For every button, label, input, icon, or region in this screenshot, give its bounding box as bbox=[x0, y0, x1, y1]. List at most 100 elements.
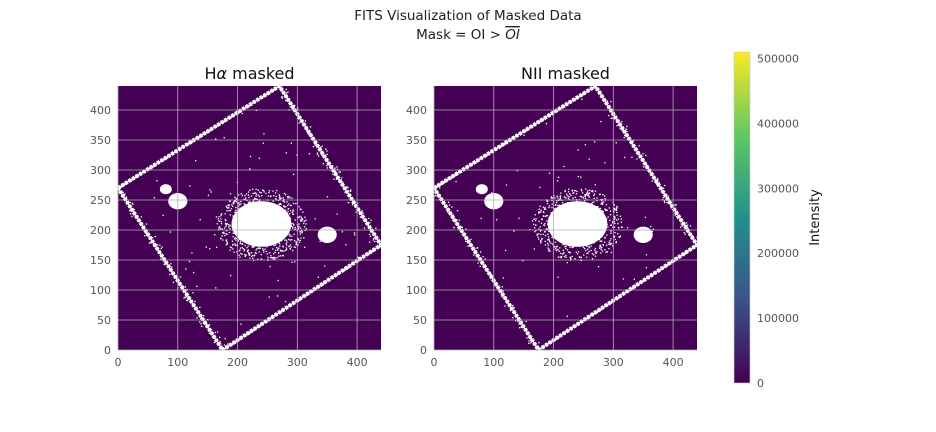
mask-speckle bbox=[670, 207, 672, 209]
mask-speckle bbox=[257, 208, 259, 211]
x-tick-label: 300 bbox=[287, 356, 308, 369]
mask-speckle bbox=[563, 165, 565, 168]
mask-speckle bbox=[594, 209, 596, 211]
mask-speckle bbox=[584, 235, 586, 237]
mask-speckle bbox=[492, 151, 494, 153]
mask-speckle bbox=[258, 247, 260, 249]
mask-speckle bbox=[263, 203, 265, 206]
mask-speckle bbox=[557, 248, 559, 251]
mask-speckle bbox=[223, 231, 225, 233]
mask-speckle bbox=[280, 203, 282, 206]
mask-speckle bbox=[305, 219, 307, 221]
mask-speckle bbox=[535, 218, 537, 220]
mask-speckle bbox=[237, 203, 239, 205]
mask-speckle bbox=[279, 198, 281, 200]
mask-speckle bbox=[542, 206, 544, 208]
mask-speckle bbox=[458, 219, 460, 221]
mask-speckle bbox=[588, 246, 590, 248]
mask-speckle bbox=[298, 241, 301, 243]
mask-speckle bbox=[583, 219, 585, 221]
mask-speckle bbox=[288, 238, 290, 241]
mask-speckle bbox=[292, 202, 295, 205]
mask-speckle bbox=[515, 319, 517, 322]
mask-speckle bbox=[549, 223, 551, 226]
mask-speckle bbox=[586, 248, 589, 250]
mask-speckle bbox=[546, 220, 548, 222]
mask-speckle bbox=[230, 116, 232, 119]
mask-speckle bbox=[501, 296, 503, 298]
mask-speckle bbox=[160, 258, 162, 260]
mask-speckle bbox=[570, 194, 572, 197]
mask-speckle bbox=[620, 128, 622, 131]
mask-speckle bbox=[226, 233, 228, 236]
mask-speckle bbox=[254, 197, 256, 200]
mask-speckle bbox=[647, 277, 649, 279]
mask-speckle bbox=[333, 178, 335, 181]
y-tick-label: 350 bbox=[406, 134, 427, 147]
mask-speckle bbox=[235, 209, 237, 211]
mask-speckle bbox=[295, 244, 297, 246]
mask-speckle bbox=[270, 256, 272, 259]
mask-speckle bbox=[643, 163, 645, 165]
mask-speckle bbox=[292, 227, 294, 229]
mask-speckle bbox=[656, 177, 659, 180]
mask-speckle bbox=[321, 154, 323, 157]
mask-speckle bbox=[593, 201, 595, 203]
mask-speckle bbox=[338, 178, 340, 181]
mask-speckle bbox=[588, 206, 591, 209]
mask-speckle bbox=[144, 235, 146, 237]
mask-speckle bbox=[695, 245, 697, 248]
mask-speckle bbox=[163, 260, 165, 262]
mask-speckle bbox=[261, 245, 263, 247]
mask-speckle bbox=[580, 256, 582, 259]
mask-speckle bbox=[247, 245, 249, 247]
mask-speckle bbox=[301, 218, 304, 221]
mask-speckle bbox=[566, 213, 568, 215]
mask-speckle bbox=[283, 219, 285, 221]
mask-speckle bbox=[566, 261, 568, 264]
mask-speckle bbox=[294, 226, 296, 229]
mask-speckle bbox=[252, 257, 254, 259]
mask-speckle bbox=[220, 351, 221, 352]
mask-speckle bbox=[257, 233, 260, 235]
mask-speckle bbox=[587, 190, 589, 192]
mask-speckle bbox=[574, 258, 576, 260]
mask-speckle bbox=[242, 231, 244, 234]
mask-speckle bbox=[457, 225, 460, 228]
mask-speckle bbox=[252, 200, 255, 202]
mask-speckle bbox=[594, 222, 597, 224]
mask-speckle bbox=[263, 244, 265, 246]
mask-speckle bbox=[220, 215, 222, 217]
mask-speckle bbox=[269, 233, 272, 236]
mask-speckle bbox=[602, 244, 605, 246]
mask-speckle bbox=[263, 191, 265, 193]
mask-speckle bbox=[522, 260, 524, 262]
mask-speckle bbox=[576, 190, 578, 193]
mask-speckle bbox=[295, 110, 297, 112]
mask-speckle bbox=[557, 213, 560, 216]
mask-speckle bbox=[292, 223, 295, 225]
mask-speckle bbox=[547, 250, 550, 252]
mask-speckle bbox=[572, 192, 575, 194]
mask-speckle bbox=[273, 195, 275, 197]
mask-speckle bbox=[573, 222, 575, 225]
mask-speckle bbox=[194, 300, 196, 303]
mask-speckle bbox=[550, 196, 553, 198]
mask-speckle bbox=[283, 198, 285, 201]
mask-speckle bbox=[564, 223, 567, 225]
mask-speckle bbox=[471, 164, 473, 166]
mask-speckle bbox=[563, 211, 565, 213]
mask-speckle bbox=[265, 321, 267, 323]
mask-speckle bbox=[255, 208, 258, 210]
mask-speckle bbox=[272, 190, 274, 192]
mask-speckle bbox=[300, 229, 303, 232]
mask-speckle bbox=[208, 324, 211, 326]
mask-speckle bbox=[366, 254, 369, 256]
colorbar-tick-label: 400000 bbox=[757, 117, 799, 130]
mask-speckle bbox=[297, 237, 299, 240]
mask-speckle bbox=[279, 202, 282, 205]
mask-speckle bbox=[626, 227, 629, 229]
mask-speckle bbox=[548, 217, 550, 219]
mask-speckle bbox=[246, 250, 248, 252]
mask-speckle bbox=[281, 96, 283, 98]
